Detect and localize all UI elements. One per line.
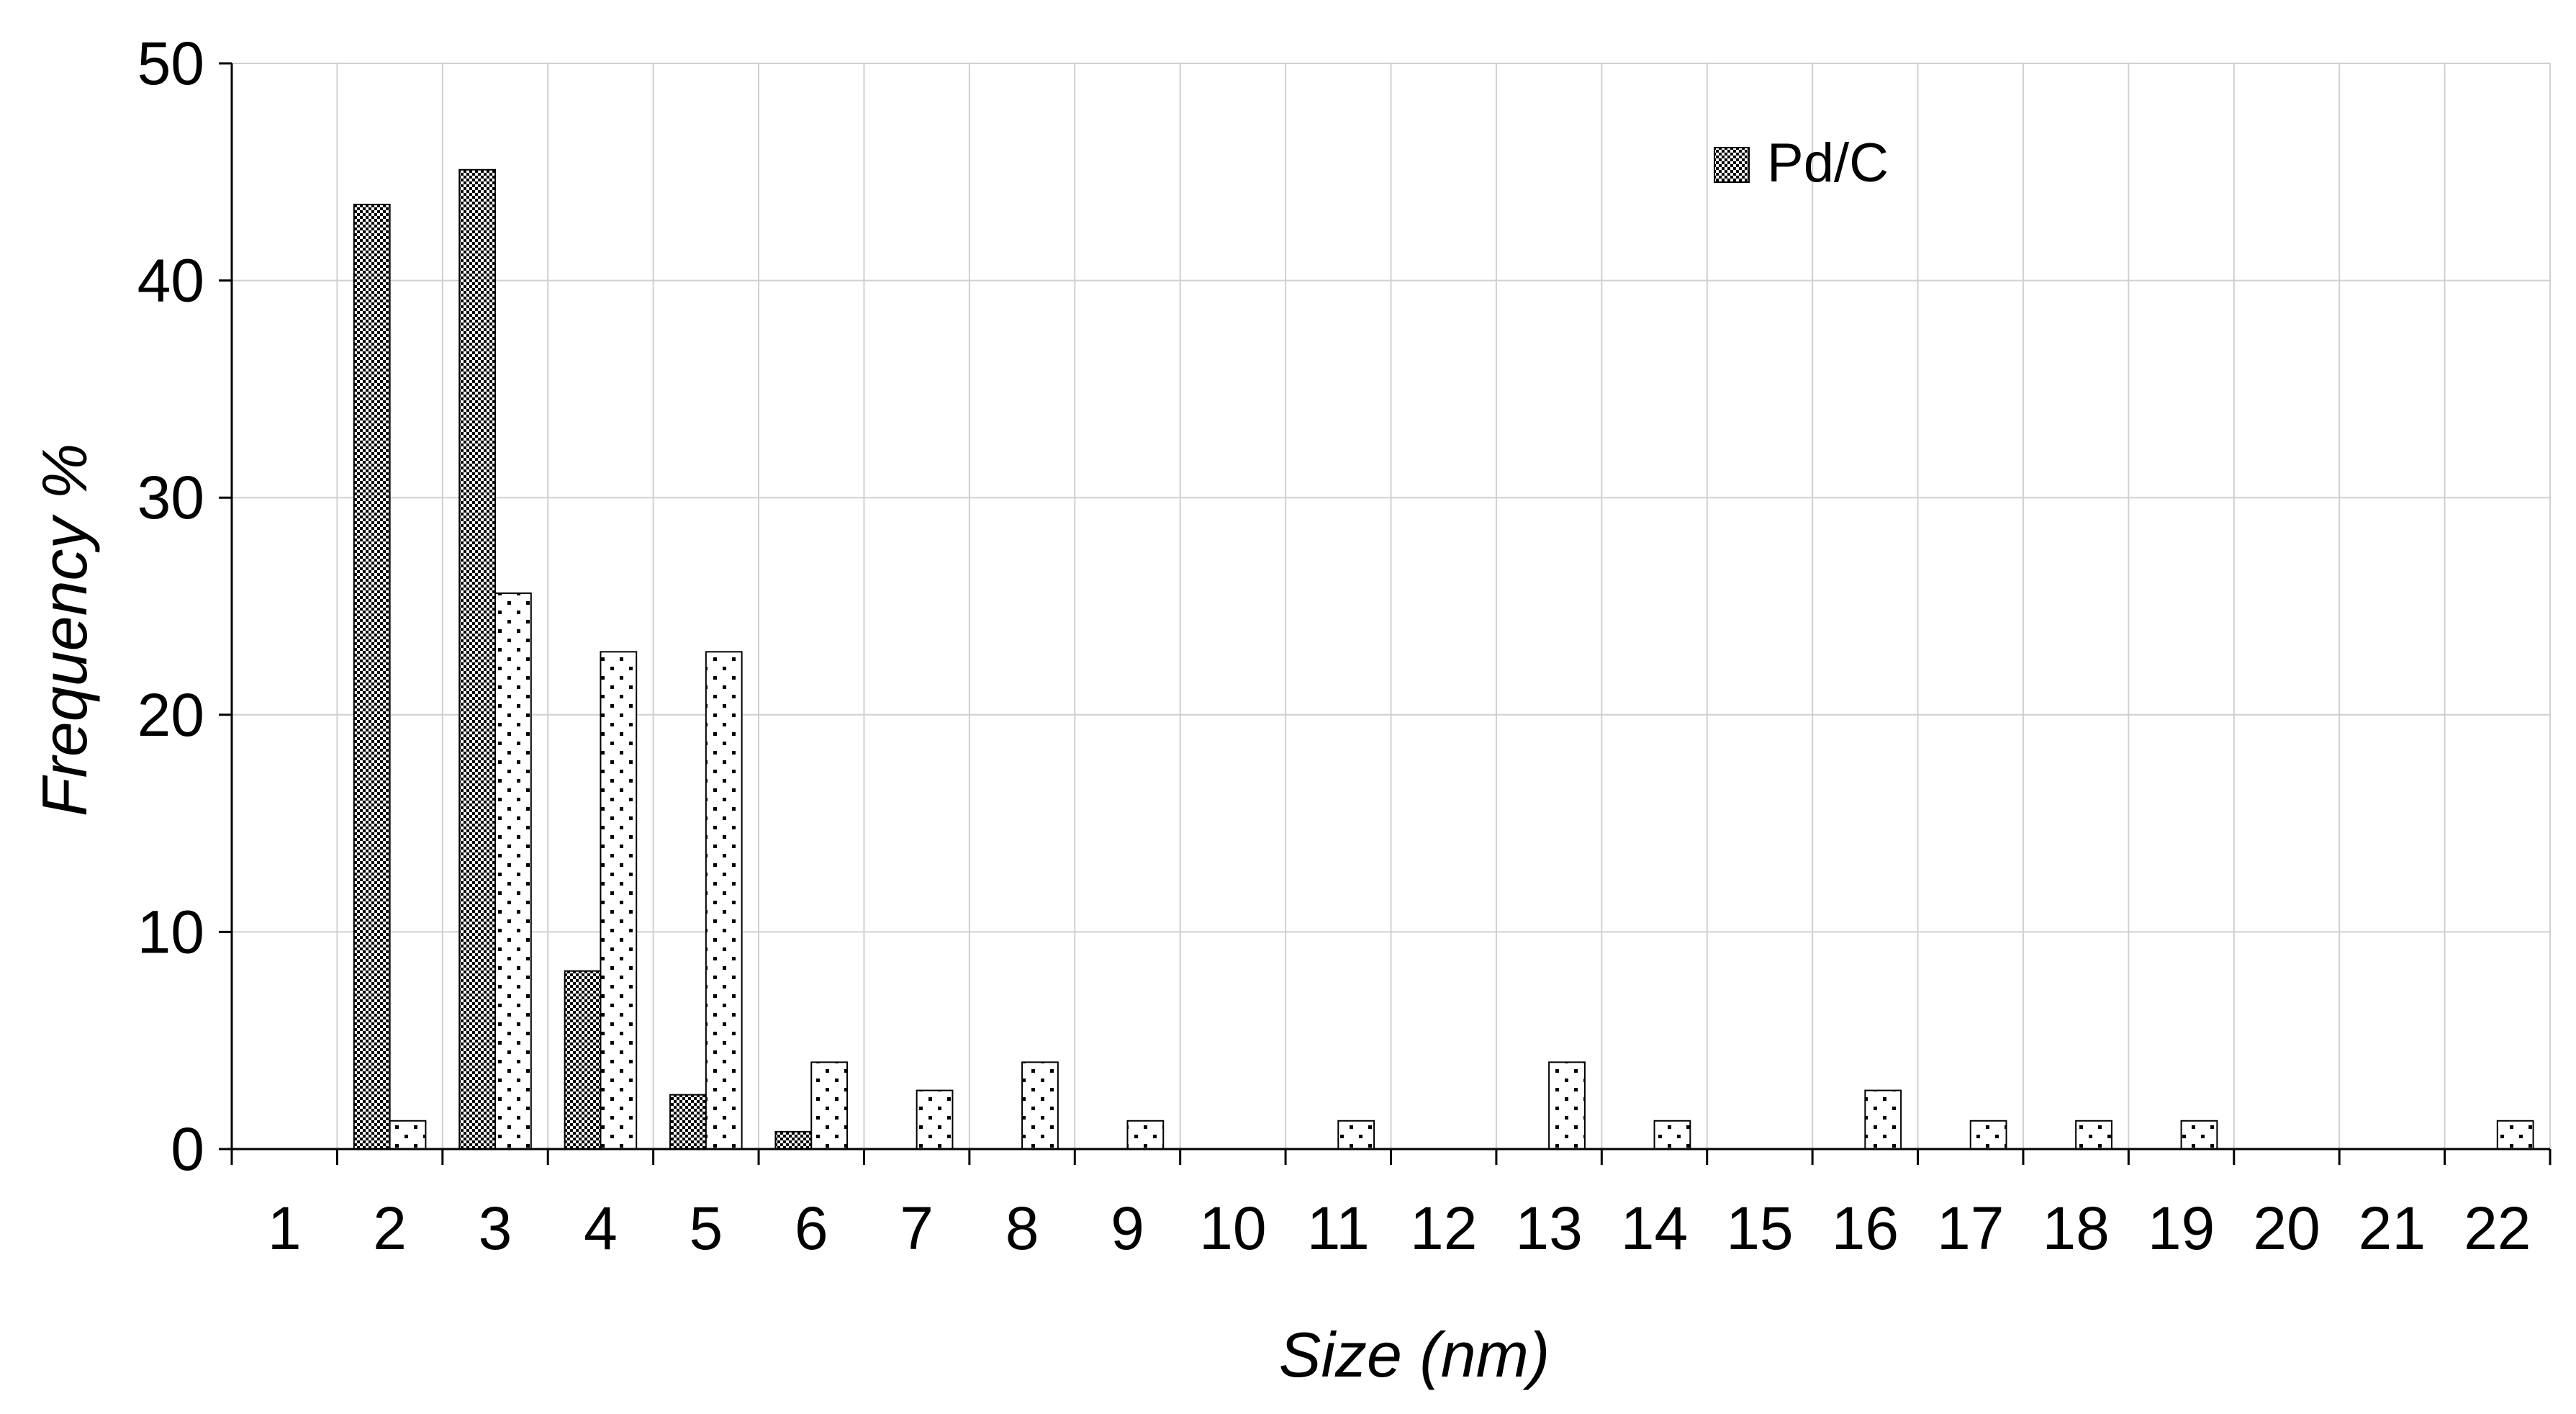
x-tick-label-6: 6 [795, 1194, 828, 1262]
x-tick-label-2: 2 [373, 1194, 407, 1262]
bar-series2-7 [916, 1089, 954, 1150]
x-tick-label-3: 3 [479, 1194, 512, 1262]
y-tick-label-20: 20 [137, 681, 204, 749]
x-tick-label-7: 7 [900, 1194, 934, 1262]
y-axis-title: Frequency % [29, 443, 100, 816]
bar-series2-2 [389, 1120, 427, 1150]
x-tick-label-11: 11 [1307, 1194, 1370, 1262]
x-tick-label-19: 19 [2148, 1194, 2215, 1262]
x-tick-label-16: 16 [1832, 1194, 1899, 1262]
y-tick-label-30: 30 [137, 464, 204, 531]
bar-series2-18 [2075, 1120, 2112, 1150]
x-tick-label-20: 20 [2253, 1194, 2320, 1262]
bar-series1-4 [564, 970, 602, 1150]
y-tick-label-10: 10 [137, 898, 204, 965]
y-tick-label-0: 0 [171, 1115, 204, 1183]
bar-series2-4 [600, 651, 638, 1150]
x-tick-label-1: 1 [268, 1194, 302, 1262]
bar-series1-6 [774, 1130, 813, 1150]
bar-series2-9 [1126, 1120, 1165, 1150]
x-tick-label-14: 14 [1621, 1194, 1688, 1262]
x-tick-label-17: 17 [1937, 1194, 2004, 1262]
bar-series2-19 [2180, 1120, 2218, 1150]
x-tick-label-10: 10 [1199, 1194, 1266, 1262]
x-tick-label-22: 22 [2464, 1194, 2531, 1262]
bar-series1-5 [669, 1094, 707, 1150]
bar-series2-6 [810, 1061, 849, 1150]
x-tick-label-21: 21 [2359, 1194, 2426, 1262]
x-tick-label-5: 5 [689, 1194, 723, 1262]
x-tick-label-15: 15 [1726, 1194, 1793, 1262]
bars [353, 168, 2534, 1150]
bar-series2-17 [1969, 1120, 2007, 1150]
x-tick-label-8: 8 [1005, 1194, 1039, 1262]
bar-series2-22 [2496, 1120, 2534, 1150]
y-tick-label-50: 50 [137, 30, 204, 97]
bar-series2-16 [1864, 1089, 1902, 1150]
y-tick-labels: 0 10 20 30 40 50 [137, 30, 204, 1183]
legend-label-pdc: Pd/C [1767, 132, 1889, 194]
bar-series2-3 [494, 592, 532, 1150]
x-tick-label-13: 13 [1515, 1194, 1582, 1262]
bar-series2-13 [1548, 1061, 1586, 1150]
x-tick-labels: 1 2 3 4 5 6 7 8 9 10 11 12 13 14 15 16 17 18 19 20 21 22 [268, 1194, 2531, 1262]
bar-series2-14 [1653, 1120, 1691, 1150]
bar-series2-5 [705, 651, 743, 1150]
bar-series1-2 [353, 204, 391, 1150]
x-tick-label-9: 9 [1111, 1194, 1144, 1262]
x-tick-label-12: 12 [1410, 1194, 1477, 1262]
bar-series2-11 [1337, 1120, 1375, 1150]
gridlines [232, 63, 2551, 1149]
bar-series1-3 [458, 168, 497, 1150]
x-tick-label-4: 4 [584, 1194, 618, 1262]
legend: Pd/C [1714, 132, 1889, 194]
x-tick-label-18: 18 [2042, 1194, 2109, 1262]
y-tick-label-40: 40 [137, 247, 204, 315]
legend-swatch-checker [1714, 147, 1750, 183]
axes [219, 62, 2552, 1165]
x-axis-title: Size (nm) [1279, 1319, 1550, 1390]
bar-series2-8 [1021, 1061, 1059, 1150]
